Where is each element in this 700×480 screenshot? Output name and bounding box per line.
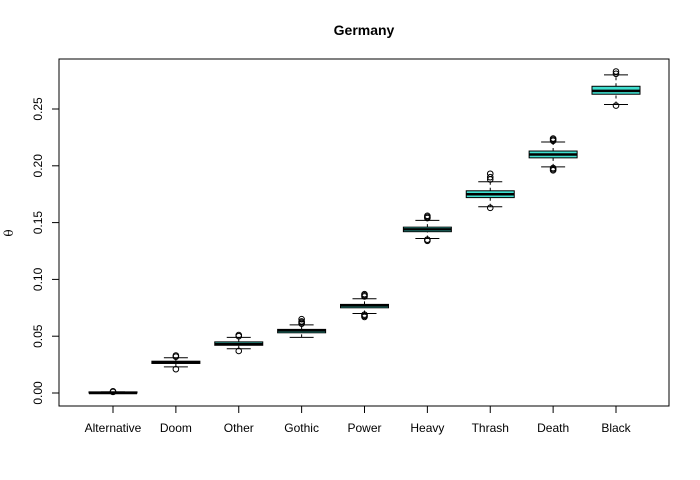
x-tick-label: Heavy: [410, 421, 444, 435]
outlier-point: [612, 68, 620, 75]
box-death: [528, 135, 578, 174]
outlier-point: [549, 135, 557, 142]
outlier-point: [298, 318, 305, 325]
box-series: [88, 68, 641, 396]
outlier-point: [235, 347, 243, 355]
x-tick-label: Alternative: [85, 421, 142, 435]
box-alternative: [88, 387, 138, 396]
x-tick-label: Other: [224, 421, 254, 435]
outlier-point: [486, 170, 494, 178]
x-tick-label: Thrash: [472, 421, 509, 435]
y-tick-label: 0.05: [31, 324, 45, 348]
box-heavy: [402, 212, 452, 245]
outlier-point: [424, 212, 431, 220]
box-black: [591, 68, 641, 109]
outlier-point: [549, 164, 557, 172]
x-tick-label: Gothic: [284, 421, 319, 435]
y-tick-label: 0.00: [31, 381, 45, 405]
y-tick-label: 0.10: [31, 267, 45, 291]
y-axis: 0.00 0.05 0.10 0.15 0.20 0.25: [31, 97, 60, 405]
y-axis-label: θ: [2, 229, 16, 236]
outlier-point: [109, 387, 117, 395]
outlier-point: [361, 290, 368, 298]
x-tick-label: Death: [537, 421, 569, 435]
outlier-point: [235, 331, 243, 339]
y-tick-label: 0.25: [31, 97, 45, 121]
y-tick-label: 0.20: [31, 154, 45, 178]
outlier-point: [424, 236, 431, 243]
outlier-point: [298, 315, 305, 323]
outlier-point: [361, 311, 368, 318]
x-axis: Alternative Doom Other Gothic Power Heavy Thra…: [85, 405, 632, 435]
outlier-point: [486, 173, 494, 181]
box-other: [214, 331, 264, 355]
x-tick-label: Black: [601, 421, 631, 435]
box-gothic: [277, 315, 327, 338]
chart-title: Germany: [334, 22, 395, 38]
outlier-point: [172, 365, 180, 373]
outlier-point: [612, 70, 620, 78]
box-doom: [151, 352, 201, 373]
outlier-point: [612, 102, 620, 109]
plot-frame: [58, 58, 670, 407]
outlier-point: [172, 352, 180, 359]
x-tick-label: Doom: [160, 421, 192, 435]
x-tick-label: Power: [347, 421, 381, 435]
box-thrash: [465, 170, 515, 212]
box-power: [340, 290, 389, 321]
y-tick-label: 0.15: [31, 211, 45, 235]
outlier-point: [486, 204, 494, 212]
